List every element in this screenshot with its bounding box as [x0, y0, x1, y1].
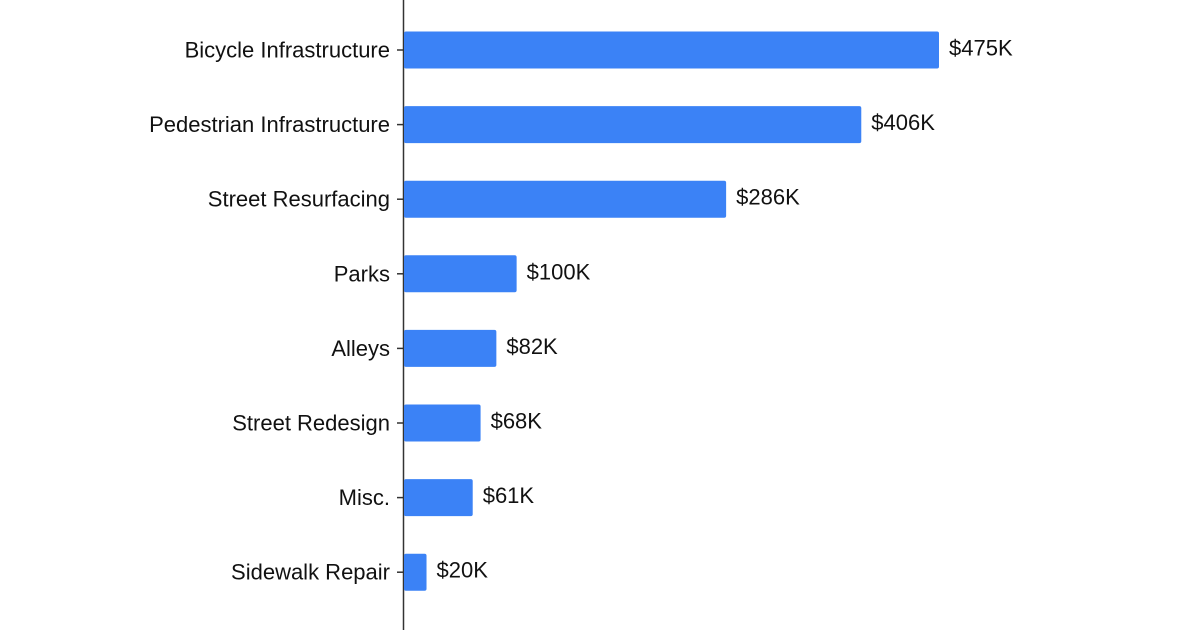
category-label: Sidewalk Repair [231, 560, 390, 585]
bar [404, 255, 517, 293]
bar [404, 553, 427, 591]
value-label: $82K [506, 334, 558, 359]
category-label: Pedestrian Infrastructure [149, 112, 390, 137]
value-label: $475K [949, 36, 1013, 61]
y-axis-ticks [397, 49, 404, 573]
category-label: Parks [334, 261, 390, 286]
value-label: $286K [736, 185, 800, 210]
category-label: Street Resurfacing [208, 187, 390, 212]
bar [404, 479, 473, 517]
bar [404, 329, 497, 367]
value-label: $61K [483, 483, 535, 508]
bars-group [404, 31, 939, 591]
value-labels: $475K $406K $286K $100K $82K $68K $61K $20K [437, 36, 1013, 583]
bar [404, 404, 481, 442]
bar [404, 180, 727, 218]
category-label: Misc. [339, 485, 390, 510]
value-label: $406K [871, 110, 935, 135]
value-label: $68K [491, 409, 543, 434]
category-label: Bicycle Infrastructure [185, 38, 390, 63]
category-label: Street Redesign [232, 411, 390, 436]
category-label: Alleys [331, 336, 390, 361]
value-label: $20K [437, 558, 489, 583]
bar [404, 31, 939, 69]
bar [404, 106, 862, 144]
category-labels: Bicycle Infrastructure Pedestrian Infrast… [149, 38, 390, 585]
value-label: $100K [527, 259, 591, 284]
